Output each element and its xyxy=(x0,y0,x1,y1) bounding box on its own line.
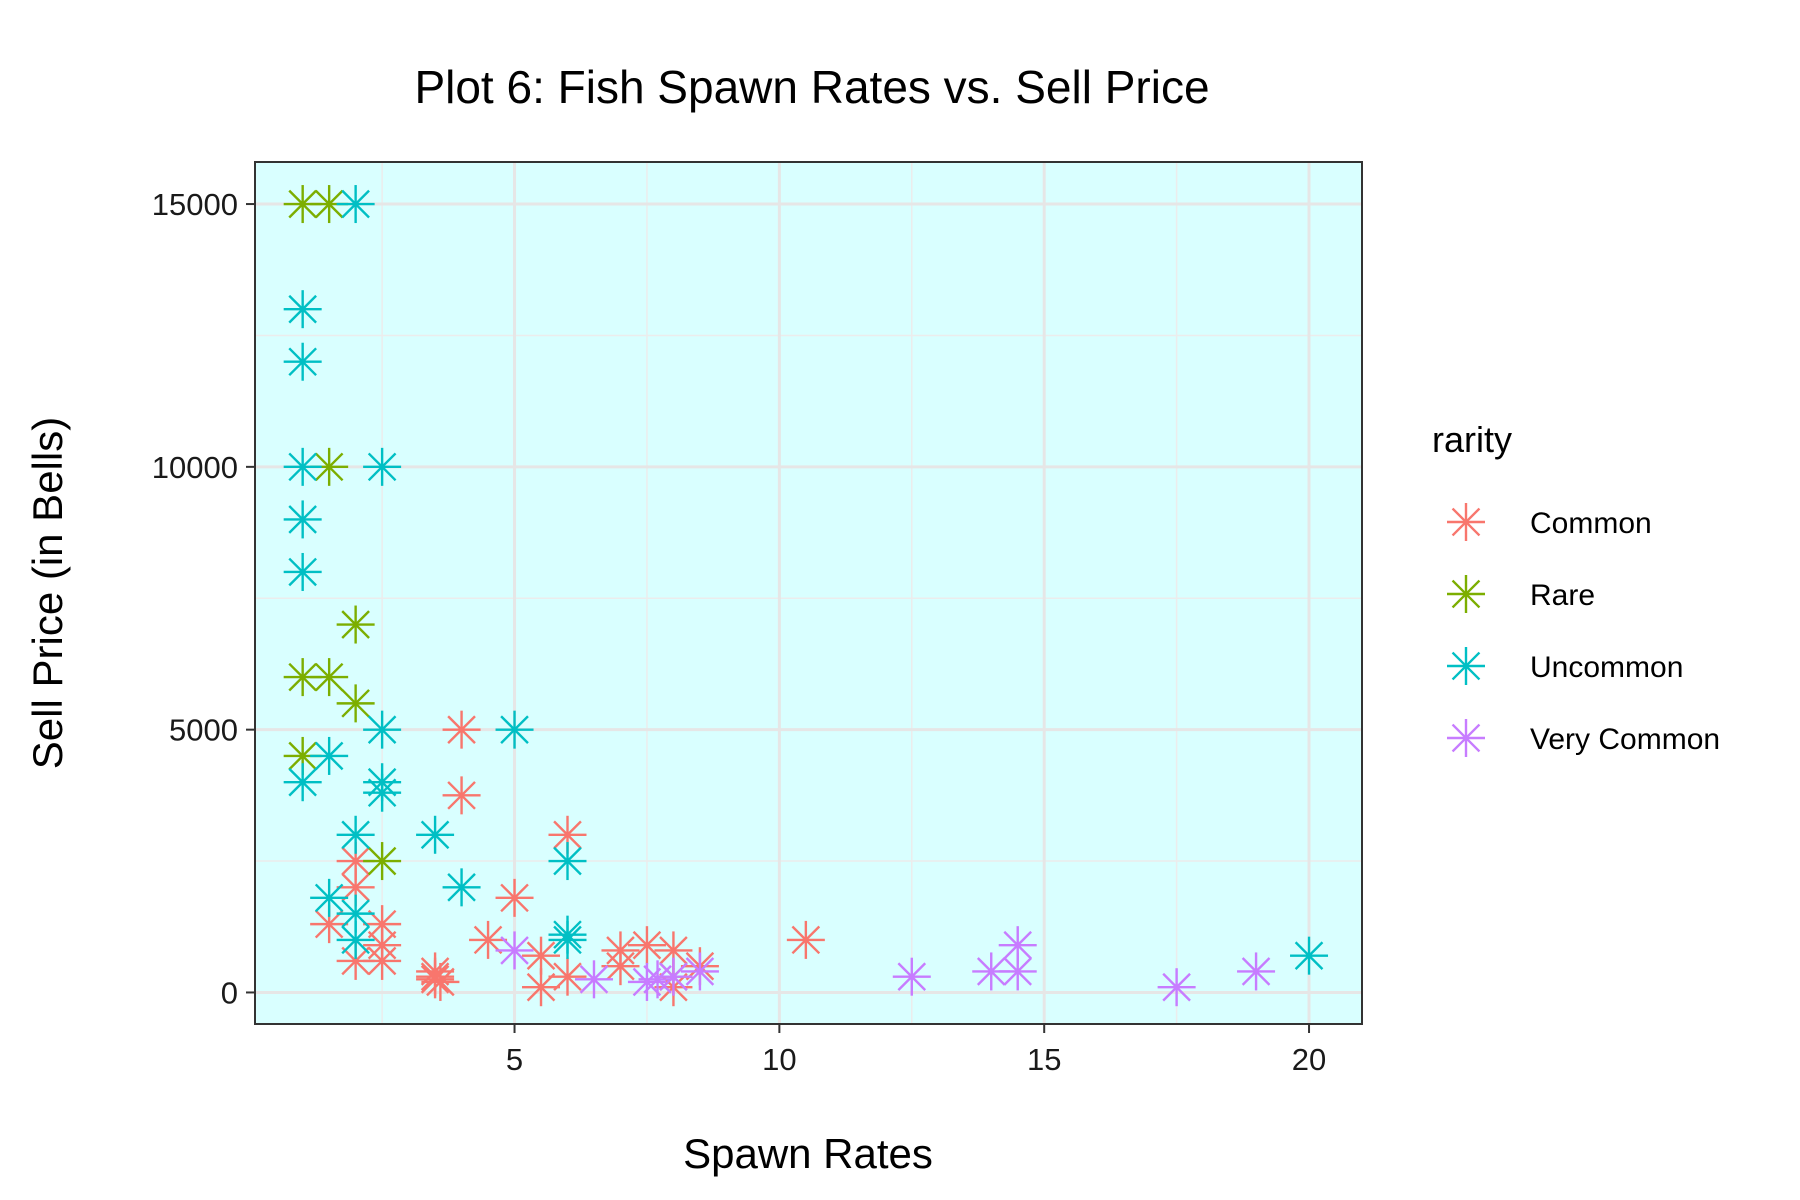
data-point xyxy=(283,763,322,802)
legend-label: Uncommon xyxy=(1530,651,1683,684)
y-tick-label: 5000 xyxy=(169,713,238,748)
legend-label: Very Common xyxy=(1530,723,1720,756)
data-point xyxy=(548,842,587,881)
plot-border xyxy=(254,161,1363,1025)
x-tick-label: 20 xyxy=(1292,1042,1326,1077)
y-tick-label: 15000 xyxy=(152,187,238,222)
data-point xyxy=(283,736,322,775)
legend-marker xyxy=(1447,575,1485,613)
data-point xyxy=(363,773,402,812)
data-point xyxy=(283,185,322,224)
data-points xyxy=(283,185,1329,1007)
legend: rarity Common Rare Uncommon Very Common xyxy=(1432,419,1720,766)
data-point xyxy=(416,815,455,854)
data-point xyxy=(1157,968,1196,1007)
data-point xyxy=(654,957,693,996)
data-point xyxy=(892,957,931,996)
data-point xyxy=(548,957,587,996)
x-axis-title: Spawn Rates xyxy=(683,1130,933,1177)
data-point xyxy=(680,952,719,991)
data-point xyxy=(336,605,375,644)
legend-label: Rare xyxy=(1530,579,1595,612)
data-point xyxy=(522,968,561,1007)
data-point xyxy=(336,684,375,723)
legend-label: Common xyxy=(1530,507,1652,540)
plot-panel xyxy=(255,162,1362,1024)
data-point xyxy=(283,342,322,381)
data-point xyxy=(363,710,402,749)
chart-title: Plot 6: Fish Spawn Rates vs. Sell Price xyxy=(414,61,1209,113)
data-point xyxy=(421,962,460,1001)
data-point xyxy=(786,920,825,959)
x-tick-label: 15 xyxy=(1027,1042,1061,1077)
data-point xyxy=(336,815,375,854)
data-point xyxy=(1237,952,1276,991)
data-point xyxy=(283,290,322,329)
legend-marker xyxy=(1447,647,1485,685)
legend-title: rarity xyxy=(1432,419,1512,460)
x-axis-ticks: 5 10 15 20 xyxy=(506,1024,1326,1077)
y-axis-ticks: 0 5000 10000 15000 xyxy=(152,187,255,1010)
data-point xyxy=(336,920,375,959)
legend-marker xyxy=(1447,719,1485,757)
data-point xyxy=(336,894,375,933)
data-point xyxy=(442,710,481,749)
data-point xyxy=(283,500,322,539)
data-point xyxy=(495,878,534,917)
data-point xyxy=(998,926,1037,965)
data-point xyxy=(310,736,349,775)
data-point xyxy=(495,931,534,970)
data-point xyxy=(283,658,322,697)
y-axis-title: Sell Price (in Bells) xyxy=(24,417,71,769)
data-point xyxy=(574,960,613,999)
data-point xyxy=(363,447,402,486)
y-tick-label: 0 xyxy=(221,975,238,1010)
legend-key xyxy=(1438,566,1494,622)
data-point xyxy=(310,447,349,486)
legend-key xyxy=(1438,494,1494,550)
legend-marker xyxy=(1447,503,1485,541)
data-point xyxy=(442,776,481,815)
data-point xyxy=(1290,936,1329,975)
legend-key xyxy=(1438,638,1494,694)
data-point xyxy=(336,185,375,224)
data-point xyxy=(442,868,481,907)
x-tick-label: 5 xyxy=(506,1042,523,1077)
data-point xyxy=(310,878,349,917)
data-point xyxy=(363,926,402,965)
minor-gridlines xyxy=(255,162,1362,1024)
data-point xyxy=(310,185,349,224)
data-point xyxy=(310,658,349,697)
data-point xyxy=(283,447,322,486)
data-point xyxy=(601,947,640,986)
legend-key xyxy=(1438,710,1494,766)
data-point xyxy=(548,920,587,959)
y-tick-label: 10000 xyxy=(152,450,238,485)
data-point xyxy=(495,710,534,749)
data-point xyxy=(469,920,508,959)
data-point xyxy=(283,552,322,591)
data-point xyxy=(363,842,402,881)
data-point xyxy=(627,926,666,965)
x-tick-label: 10 xyxy=(762,1042,796,1077)
